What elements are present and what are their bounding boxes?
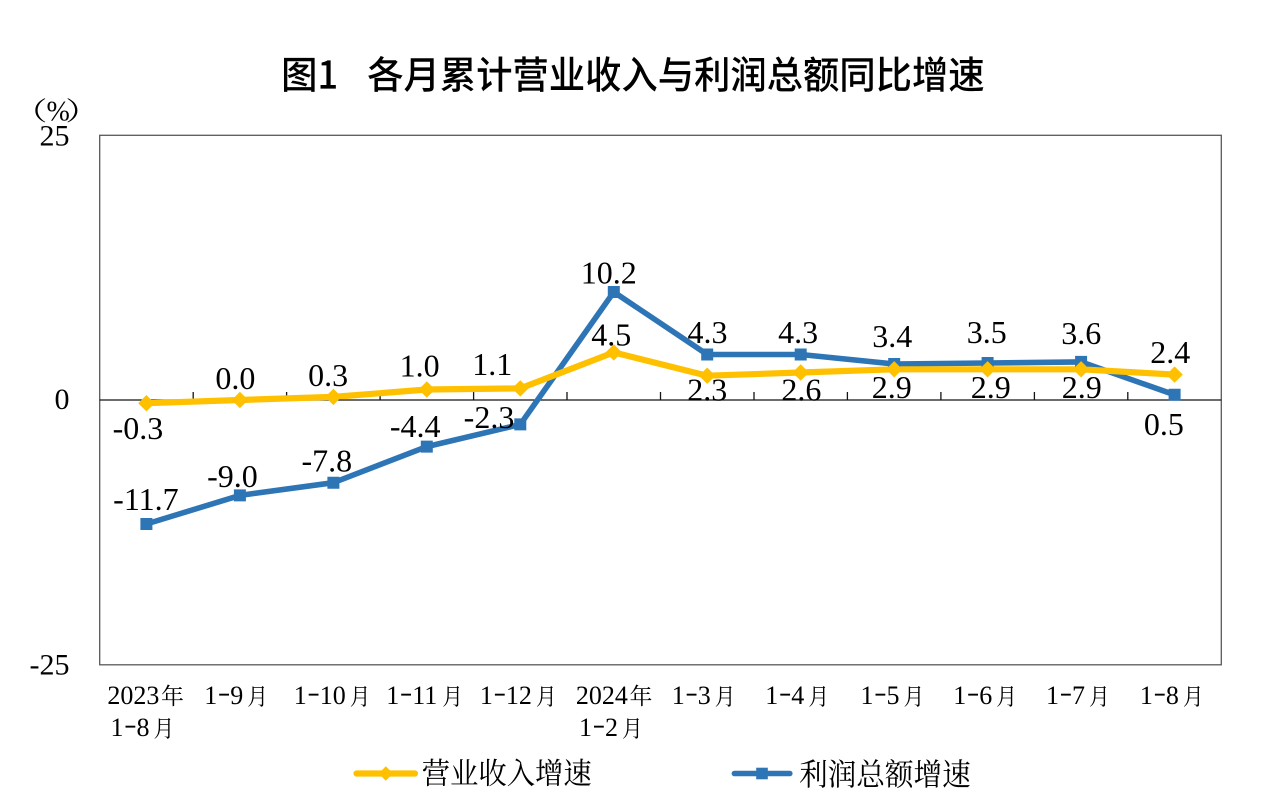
svg-text:1: 1 [953,681,966,710]
svg-text:1.0: 1.0 [400,348,440,384]
svg-text:3.5: 3.5 [967,314,1007,350]
svg-text:4: 4 [791,681,804,710]
svg-text:8: 8 [137,713,150,742]
svg-text:11: 11 [412,681,437,710]
svg-text:8: 8 [1166,681,1179,710]
svg-text:9: 9 [230,681,243,710]
svg-text:1.1: 1.1 [472,346,512,382]
svg-text:0.0: 0.0 [215,360,255,396]
svg-text:-7.8: -7.8 [301,443,352,479]
svg-text:3.6: 3.6 [1061,315,1101,351]
svg-text:3.4: 3.4 [872,318,912,354]
svg-text:10: 10 [320,681,346,710]
svg-text:3: 3 [698,681,711,710]
svg-text:1: 1 [1140,681,1153,710]
svg-text:%: % [47,96,70,127]
svg-text:1: 1 [579,713,592,742]
svg-text:2.3: 2.3 [687,371,727,407]
svg-text:1: 1 [204,681,217,710]
svg-text:1: 1 [672,681,685,710]
svg-text:1: 1 [861,681,874,710]
svg-text:-25: -25 [30,649,70,682]
svg-text:5: 5 [887,681,900,710]
svg-text:1: 1 [480,681,493,710]
svg-text:0.5: 0.5 [1144,406,1184,442]
svg-text:0.3: 0.3 [308,357,348,393]
svg-text:10.2: 10.2 [581,255,637,291]
svg-text:-11.7: -11.7 [113,481,178,517]
svg-text:2.9: 2.9 [872,369,912,405]
svg-text:-9.0: -9.0 [207,458,258,494]
svg-text:2: 2 [605,713,618,742]
svg-text:-2.3: -2.3 [464,399,515,435]
svg-text:1: 1 [765,681,778,710]
svg-text:25: 25 [40,120,70,153]
svg-text:-4.4: -4.4 [390,408,441,444]
svg-text:2.4: 2.4 [1150,334,1190,370]
svg-text:12: 12 [506,681,532,710]
svg-text:7: 7 [1072,681,1085,710]
svg-text:2.9: 2.9 [971,369,1011,405]
svg-text:1: 1 [386,681,399,710]
svg-text:0: 0 [55,383,70,416]
svg-text:1: 1 [294,681,307,710]
svg-text:1: 1 [111,713,124,742]
svg-text:6: 6 [979,681,992,710]
svg-text:-0.3: -0.3 [113,410,164,446]
svg-text:2024: 2024 [576,681,628,710]
svg-text:1: 1 [1046,681,1059,710]
svg-text:2.6: 2.6 [781,371,821,407]
svg-text:4.5: 4.5 [591,317,631,353]
svg-text:2023: 2023 [107,681,159,710]
svg-text:4.3: 4.3 [688,314,728,350]
svg-text:4.3: 4.3 [778,314,818,350]
svg-text:2.9: 2.9 [1062,369,1102,405]
